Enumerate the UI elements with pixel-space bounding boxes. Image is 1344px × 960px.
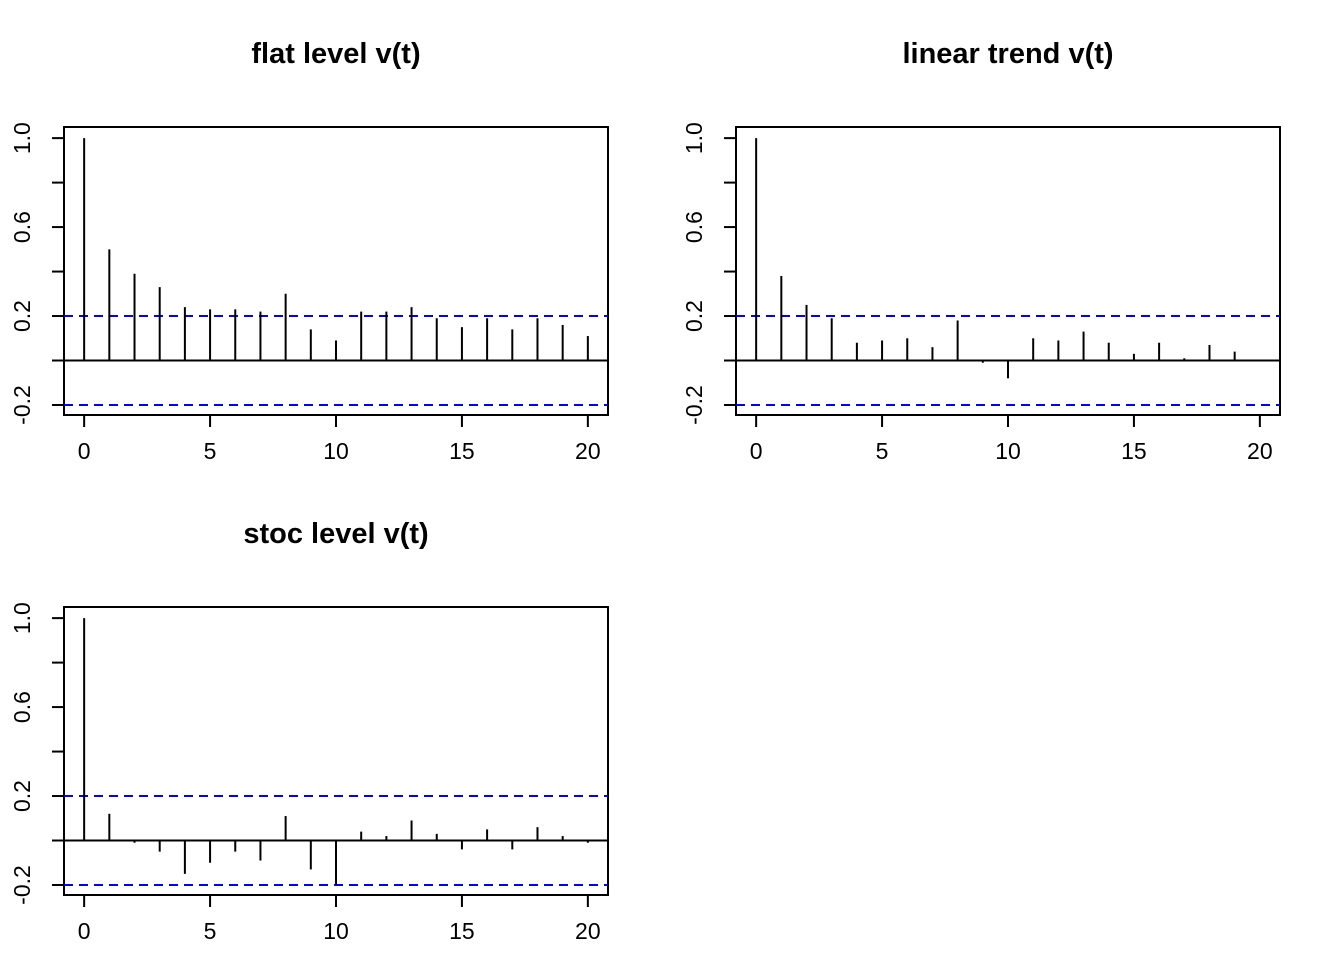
acf-panel-2: linear trend v(t) 0 5 10 15 20 -0.2 0.2 0.6 1.0 [681,38,1281,464]
y-tick-label: 1.0 [9,122,35,154]
panel-title: stoc level v(t) [243,518,428,550]
y-tick-label: 0.2 [9,780,35,812]
y-tick-label: 0.6 [681,211,707,243]
panel-title: linear trend v(t) [902,38,1113,70]
x-tick-label: 10 [323,918,349,944]
plot-frame [63,126,609,416]
y-tick-label: 1.0 [9,602,35,634]
x-tick-label: 0 [750,438,763,464]
y-tick-label: 0.6 [9,211,35,243]
x-tick-label: 5 [204,918,217,944]
x-tick-label: 15 [449,438,475,464]
y-tick-label: 0.2 [9,300,35,332]
x-tick-label: 15 [1121,438,1147,464]
y-tick-label: 1.0 [681,122,707,154]
x-tick-label: 10 [323,438,349,464]
y-tick-label: 0.6 [9,691,35,723]
x-tick-label: 20 [575,918,601,944]
acf-panel-1: flat level v(t) 0 5 10 15 20 -0.2 0.2 0.6 1.0 [9,38,609,464]
x-tick-label: 0 [78,918,91,944]
x-tick-label: 15 [449,918,475,944]
x-tick-label: 20 [575,438,601,464]
y-tick-label: -0.2 [9,865,35,905]
x-tick-label: 5 [204,438,217,464]
acf-panel-3: stoc level v(t) 0 5 10 15 20 -0.2 0.2 0.6 1.0 [9,518,609,944]
x-tick-label: 20 [1247,438,1273,464]
x-tick-label: 0 [78,438,91,464]
y-tick-label: 0.2 [681,300,707,332]
y-tick-label: -0.2 [681,385,707,425]
x-tick-label: 10 [995,438,1021,464]
panel-title: flat level v(t) [251,38,420,70]
y-tick-label: -0.2 [9,385,35,425]
x-tick-label: 5 [876,438,889,464]
